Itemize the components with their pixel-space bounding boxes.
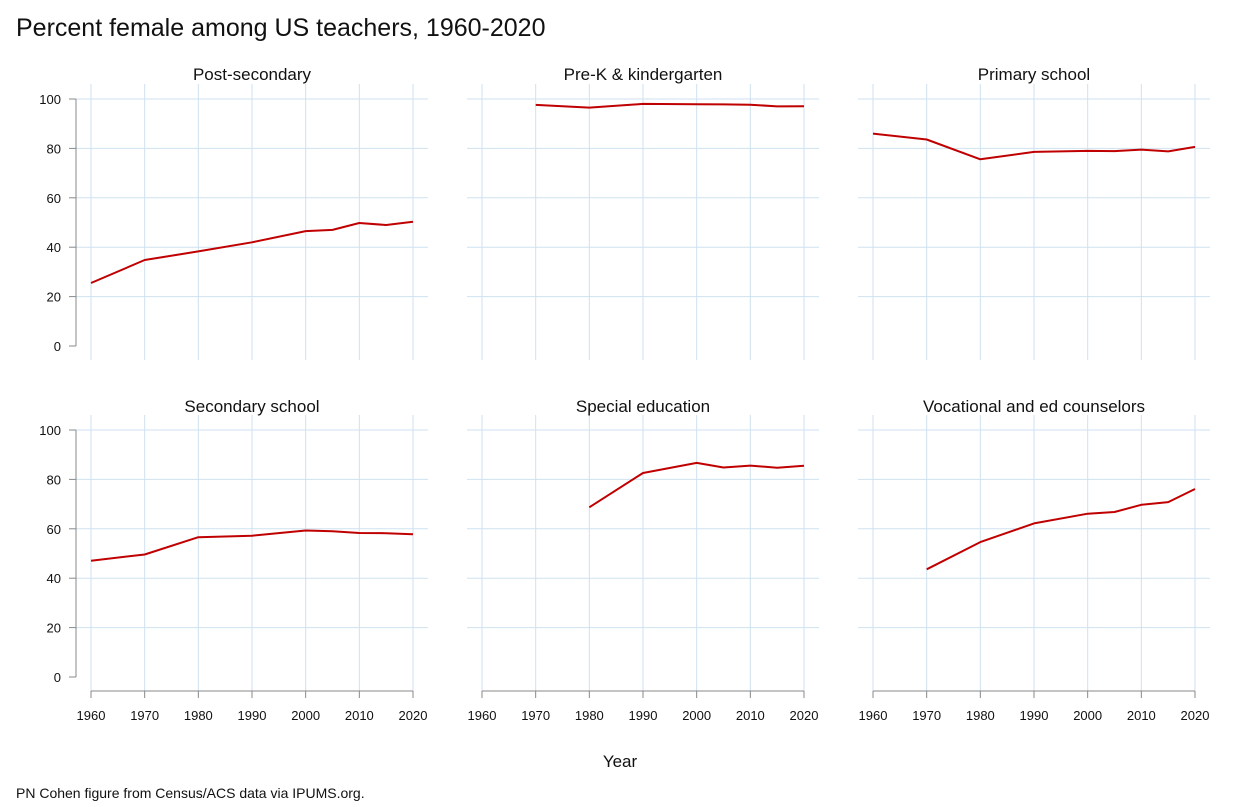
x-tick-label: 1960 bbox=[468, 708, 497, 723]
x-tick-label: 2000 bbox=[682, 708, 711, 723]
y-tick-label: 100 bbox=[39, 423, 61, 438]
x-tick-label: 2020 bbox=[399, 708, 428, 723]
x-tick-label: 2010 bbox=[345, 708, 374, 723]
x-tick-label: 1970 bbox=[130, 708, 159, 723]
y-tick-label: 60 bbox=[47, 191, 61, 206]
panel-title: Post-secondary bbox=[193, 65, 312, 84]
x-tick-label: 2020 bbox=[790, 708, 819, 723]
panel-title: Primary school bbox=[978, 65, 1090, 84]
x-axis-label: Year bbox=[602, 752, 638, 771]
x-tick-label: 1970 bbox=[521, 708, 550, 723]
series-line-primary-school bbox=[872, 132, 1196, 161]
y-tick-label: 0 bbox=[54, 670, 61, 685]
y-tick-label: 60 bbox=[47, 522, 61, 537]
series-line-pre-k-kindergarten bbox=[535, 102, 805, 109]
x-tick-label: 2000 bbox=[1073, 708, 1102, 723]
x-tick-label: 1990 bbox=[1020, 708, 1049, 723]
y-tick-label: 80 bbox=[47, 472, 61, 487]
y-tick-label: 0 bbox=[54, 339, 61, 354]
panel-title: Pre-K & kindergarten bbox=[564, 65, 723, 84]
x-tick-label: 2010 bbox=[1127, 708, 1156, 723]
panel-title: Secondary school bbox=[184, 397, 319, 416]
series-line-vocational-and-ed-counselors bbox=[926, 488, 1196, 571]
x-tick-label: 1990 bbox=[238, 708, 267, 723]
y-tick-label: 100 bbox=[39, 92, 61, 107]
source-caption: PN Cohen figure from Census/ACS data via… bbox=[16, 785, 365, 801]
y-tick-label: 20 bbox=[47, 621, 61, 636]
x-tick-label: 1970 bbox=[912, 708, 941, 723]
series-line-special-education bbox=[588, 461, 805, 509]
panel-title: Vocational and ed counselors bbox=[923, 397, 1145, 416]
y-tick-label: 20 bbox=[47, 290, 61, 305]
x-tick-label: 1960 bbox=[859, 708, 888, 723]
x-tick-label: 2020 bbox=[1181, 708, 1210, 723]
panel-title: Special education bbox=[576, 397, 710, 416]
x-tick-label: 1980 bbox=[184, 708, 213, 723]
x-tick-label: 2010 bbox=[736, 708, 765, 723]
x-tick-label: 1960 bbox=[77, 708, 106, 723]
x-tick-label: 2000 bbox=[291, 708, 320, 723]
y-tick-label: 40 bbox=[47, 240, 61, 255]
x-tick-label: 1980 bbox=[966, 708, 995, 723]
y-tick-label: 40 bbox=[47, 571, 61, 586]
y-tick-label: 80 bbox=[47, 141, 61, 156]
series-line-secondary-school bbox=[90, 529, 414, 562]
x-tick-label: 1980 bbox=[575, 708, 604, 723]
chart-title: Percent female among US teachers, 1960-2… bbox=[16, 14, 546, 42]
x-tick-label: 1990 bbox=[629, 708, 658, 723]
series-line-post-secondary bbox=[90, 220, 414, 284]
